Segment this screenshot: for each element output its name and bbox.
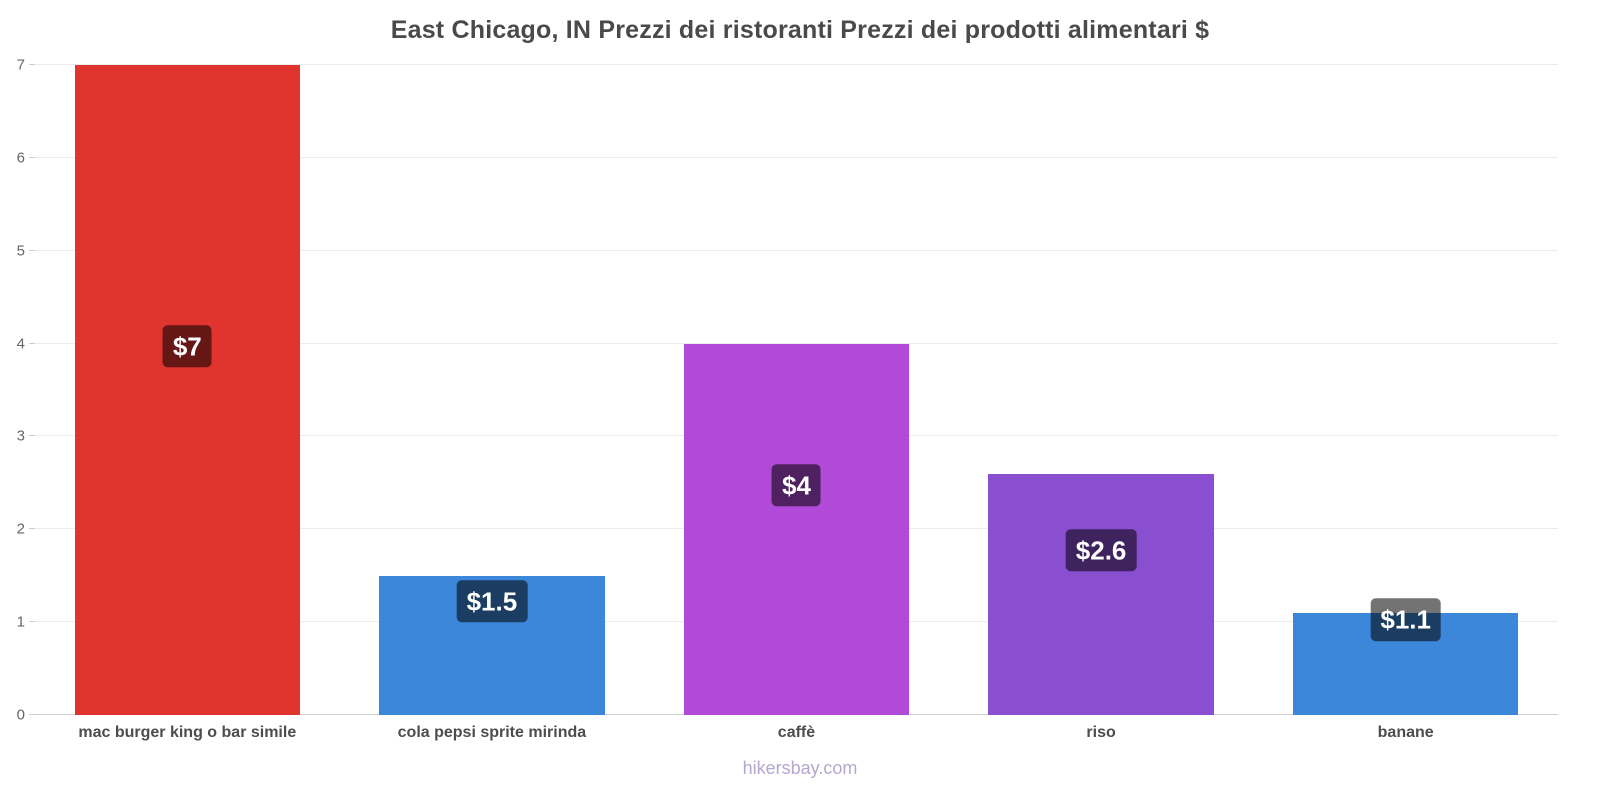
y-axis-tick xyxy=(29,714,35,715)
bar-slot: $4 xyxy=(644,65,949,715)
bar-value-label: $2.6 xyxy=(1065,529,1137,572)
bar-value-label: $1.5 xyxy=(456,580,528,623)
y-axis-tick-label: 1 xyxy=(16,613,25,631)
y-axis-tick xyxy=(29,342,35,344)
gridline xyxy=(35,156,1558,158)
gridline xyxy=(35,342,1558,344)
bar-value-label: $7 xyxy=(162,324,212,368)
y-axis-tick-label: 4 xyxy=(16,335,25,353)
plot-area: 0 1 2 3 4 5 6 7 $7 $1.5 $4 $2.6 $1.1 xyxy=(17,58,1558,723)
x-axis-label: banane xyxy=(1377,724,1434,741)
watermark-link[interactable]: hikersbay.com xyxy=(742,758,858,778)
x-axis-label: caffè xyxy=(777,724,816,741)
y-axis-tick xyxy=(29,64,35,65)
gridline xyxy=(35,249,1558,251)
y-axis-tick-label: 5 xyxy=(16,242,25,260)
chart-title: East Chicago, IN Prezzi dei ristoranti P… xyxy=(390,16,1210,44)
x-axis: mac burger king o bar simile cola pepsi s… xyxy=(35,724,1558,742)
bar-slot: $7 xyxy=(35,65,340,715)
bar-slot: $1.5 xyxy=(340,65,645,715)
bar-value-label: $1.1 xyxy=(1370,598,1441,642)
bar-4[interactable] xyxy=(988,473,1214,715)
x-axis-label: riso xyxy=(1086,724,1116,741)
y-axis-tick-label: 6 xyxy=(16,149,25,167)
y-axis-tick xyxy=(29,249,35,251)
y-axis-tick-label: 0 xyxy=(16,706,25,724)
bar-3[interactable] xyxy=(683,343,910,715)
bar-1[interactable] xyxy=(74,65,300,715)
y-axis-tick-label: 3 xyxy=(16,427,25,445)
y-axis-tick xyxy=(29,528,35,530)
bar-slot: $2.6 xyxy=(949,65,1254,715)
bar-slot: $1.1 xyxy=(1253,65,1558,715)
y-axis-tick xyxy=(29,156,35,158)
y-axis-tick xyxy=(29,621,35,623)
x-axis-label: cola pepsi sprite mirinda xyxy=(397,724,587,741)
x-axis-label: mac burger king o bar simile xyxy=(78,724,297,741)
bar-value-label: $4 xyxy=(772,464,821,507)
y-axis-tick-label: 2 xyxy=(16,520,25,538)
y-axis-tick xyxy=(29,435,35,437)
y-axis-tick-label: 7 xyxy=(16,56,25,74)
bars-layer: $7 $1.5 $4 $2.6 $1.1 xyxy=(35,65,1558,715)
gridline xyxy=(35,64,1558,65)
